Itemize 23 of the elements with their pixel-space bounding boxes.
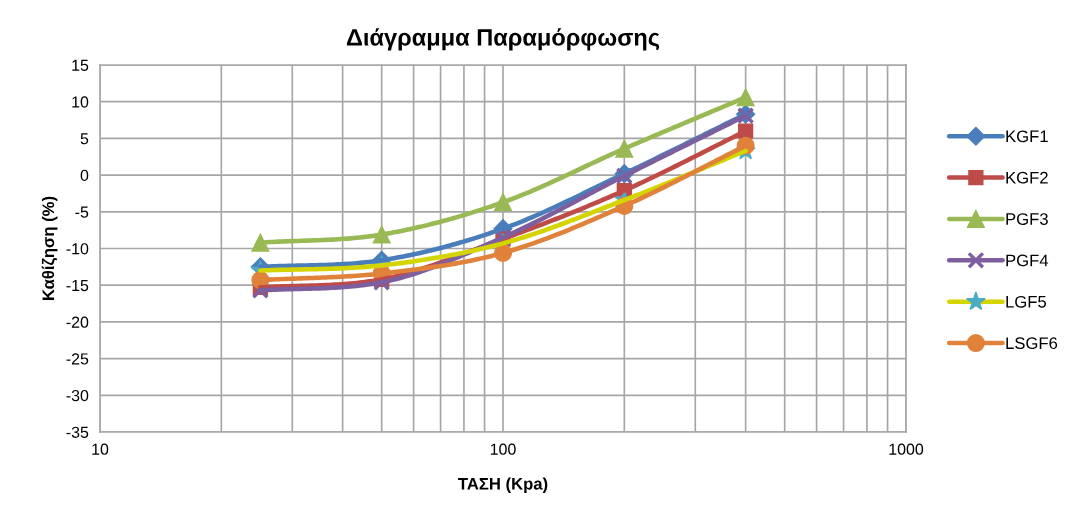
legend-label: PGF3: [1006, 213, 1048, 225]
legend-label: LSGF6: [1006, 337, 1058, 350]
y-tick-label: -15: [66, 280, 89, 292]
x-axis-title: ΤΑΣΗ (Kpa): [458, 477, 548, 493]
y-tick-label: -20: [66, 316, 89, 328]
x-tick-label: 100: [490, 443, 516, 455]
y-tick-label: -10: [66, 243, 89, 255]
x-tick-label: 1000: [889, 443, 924, 455]
y-axis-title: Καθίζηση (%): [41, 196, 58, 300]
y-tick-label: 10: [72, 96, 89, 108]
legend-label: LGF5: [1006, 295, 1047, 308]
legend-label: KGF1: [1006, 130, 1048, 143]
y-tick-label: -35: [66, 426, 89, 438]
x-tick-label: 10: [92, 443, 109, 455]
y-tick-label: 0: [80, 169, 89, 182]
y-tick-label: 5: [80, 133, 89, 145]
y-tick-label: -30: [66, 389, 89, 402]
y-tick-label: -25: [66, 353, 89, 365]
y-tick-label: -5: [75, 206, 89, 218]
legend-label: PGF4: [1006, 254, 1049, 267]
legend-label: KGF2: [1006, 171, 1048, 184]
chart-title: Διάγραμμα Παραμόρφωσης: [346, 28, 660, 51]
y-tick-label: 15: [72, 59, 89, 71]
